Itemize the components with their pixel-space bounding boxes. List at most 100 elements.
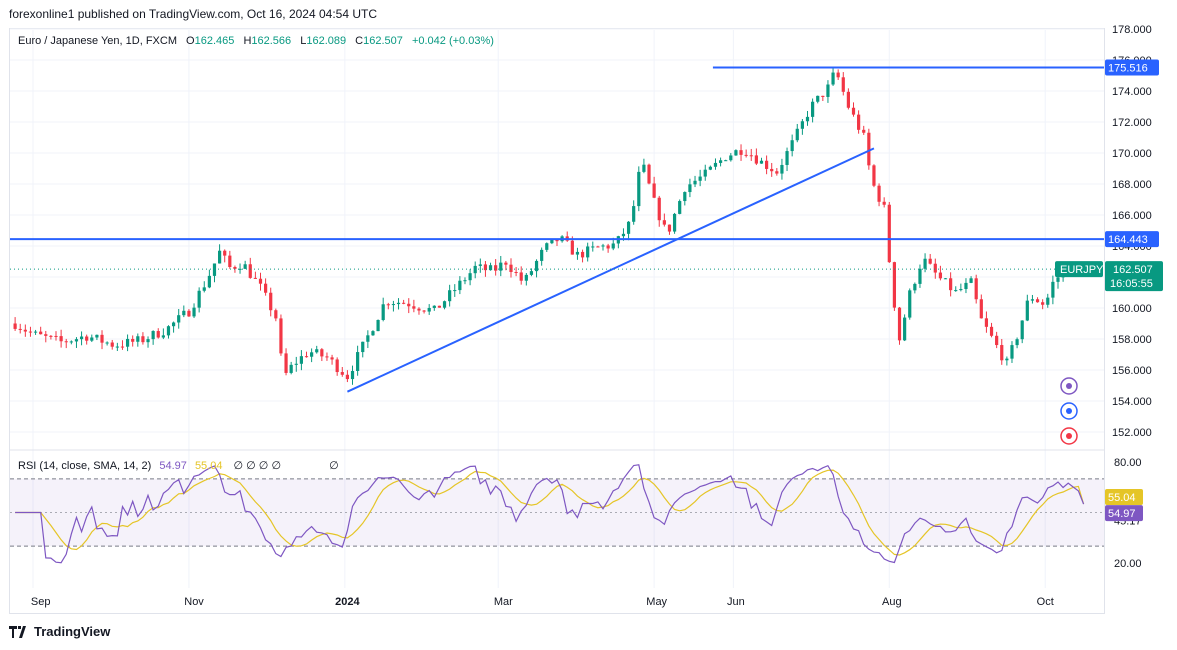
candle-body[interactable]	[785, 151, 789, 165]
candle-body[interactable]	[1000, 345, 1004, 361]
candle-body[interactable]	[688, 184, 692, 193]
candle-body[interactable]	[478, 264, 482, 266]
candle-body[interactable]	[851, 107, 856, 115]
candle-body[interactable]	[33, 331, 38, 333]
candle-body[interactable]	[555, 239, 559, 242]
candle-body[interactable]	[897, 307, 902, 341]
candle-body[interactable]	[969, 278, 973, 283]
candle-body[interactable]	[540, 249, 544, 261]
candle-body[interactable]	[514, 271, 518, 273]
candle-body[interactable]	[882, 201, 886, 205]
candle-body[interactable]	[662, 220, 666, 225]
candle-body[interactable]	[718, 160, 723, 163]
candle-body[interactable]	[1056, 277, 1060, 282]
candle-body[interactable]	[335, 359, 339, 373]
candle-body[interactable]	[156, 331, 160, 338]
trendline[interactable]	[346, 147, 875, 393]
candle-body[interactable]	[575, 251, 580, 255]
candle-body[interactable]	[28, 331, 33, 333]
candle-body[interactable]	[79, 336, 84, 340]
candle-body[interactable]	[734, 150, 738, 156]
candle-body[interactable]	[795, 128, 799, 141]
candle-body[interactable]	[402, 302, 406, 304]
candle-body[interactable]	[923, 258, 927, 269]
footer-brand[interactable]: TradingView	[9, 624, 110, 639]
candle-body[interactable]	[831, 72, 835, 85]
candle-body[interactable]	[504, 262, 508, 265]
candle-body[interactable]	[494, 265, 498, 271]
candle-body[interactable]	[887, 204, 891, 263]
candle-body[interactable]	[453, 290, 457, 292]
candle-body[interactable]	[85, 336, 89, 341]
candle-body[interactable]	[366, 335, 370, 342]
candle-body[interactable]	[586, 246, 590, 258]
candle-body[interactable]	[381, 304, 385, 321]
candle-body[interactable]	[1030, 299, 1035, 301]
candle-body[interactable]	[151, 331, 155, 340]
candle-body[interactable]	[683, 192, 687, 202]
candle-body[interactable]	[606, 245, 610, 249]
candle-body[interactable]	[1041, 302, 1045, 305]
candle-body[interactable]	[44, 334, 48, 336]
candle-body[interactable]	[805, 116, 810, 122]
candle-body[interactable]	[59, 336, 63, 342]
candle-body[interactable]	[315, 349, 319, 353]
candle-body[interactable]	[989, 326, 994, 336]
candle-body[interactable]	[800, 121, 804, 129]
candle-body[interactable]	[780, 164, 784, 174]
candle-body[interactable]	[1015, 339, 1019, 346]
candle-body[interactable]	[345, 374, 350, 380]
candle-body[interactable]	[161, 335, 165, 338]
candle-body[interactable]	[938, 272, 943, 279]
candle-body[interactable]	[13, 323, 17, 329]
candle-body[interactable]	[841, 77, 845, 92]
candle-body[interactable]	[1051, 281, 1055, 298]
candle-body[interactable]	[499, 262, 503, 271]
candle-body[interactable]	[325, 356, 329, 358]
candle-body[interactable]	[836, 72, 840, 78]
candle-body[interactable]	[274, 310, 278, 319]
candle-body[interactable]	[412, 306, 416, 309]
candle-body[interactable]	[320, 349, 324, 357]
candle-body[interactable]	[427, 307, 431, 312]
candle-body[interactable]	[657, 197, 661, 221]
candle-body[interactable]	[284, 353, 288, 373]
candle-body[interactable]	[437, 305, 442, 308]
candle-body[interactable]	[488, 265, 493, 271]
candle-body[interactable]	[238, 268, 242, 270]
candle-body[interactable]	[1020, 320, 1024, 340]
candle-body[interactable]	[171, 322, 176, 327]
candle-body[interactable]	[632, 206, 636, 222]
candle-body[interactable]	[918, 268, 922, 284]
candle-body[interactable]	[580, 251, 585, 258]
candle-body[interactable]	[928, 258, 932, 264]
candle-body[interactable]	[442, 301, 447, 308]
candle-body[interactable]	[867, 132, 871, 166]
candle-body[interactable]	[1010, 345, 1014, 359]
candle-body[interactable]	[187, 310, 191, 317]
candle-body[interactable]	[18, 328, 22, 330]
candle-body[interactable]	[269, 292, 273, 311]
candle-body[interactable]	[463, 280, 467, 282]
candle-body[interactable]	[775, 171, 779, 174]
candle-body[interactable]	[473, 265, 477, 274]
candle-body[interactable]	[667, 224, 672, 232]
candle-body[interactable]	[95, 334, 99, 338]
candle-body[interactable]	[816, 95, 820, 102]
candle-body[interactable]	[913, 283, 917, 291]
candle-body[interactable]	[933, 263, 937, 273]
candle-body[interactable]	[596, 246, 600, 248]
candle-body[interactable]	[954, 290, 958, 292]
candle-body[interactable]	[790, 140, 794, 152]
candle-body[interactable]	[197, 290, 201, 308]
candle-body[interactable]	[253, 277, 257, 279]
candle-body[interactable]	[1005, 358, 1009, 361]
candle-body[interactable]	[177, 315, 181, 323]
candle-body[interactable]	[356, 352, 360, 371]
candle-body[interactable]	[350, 370, 355, 380]
candle-body[interactable]	[448, 290, 452, 302]
candle-body[interactable]	[652, 183, 656, 198]
candle-body[interactable]	[529, 271, 534, 275]
candle-body[interactable]	[223, 250, 227, 256]
candle-body[interactable]	[1025, 300, 1029, 321]
